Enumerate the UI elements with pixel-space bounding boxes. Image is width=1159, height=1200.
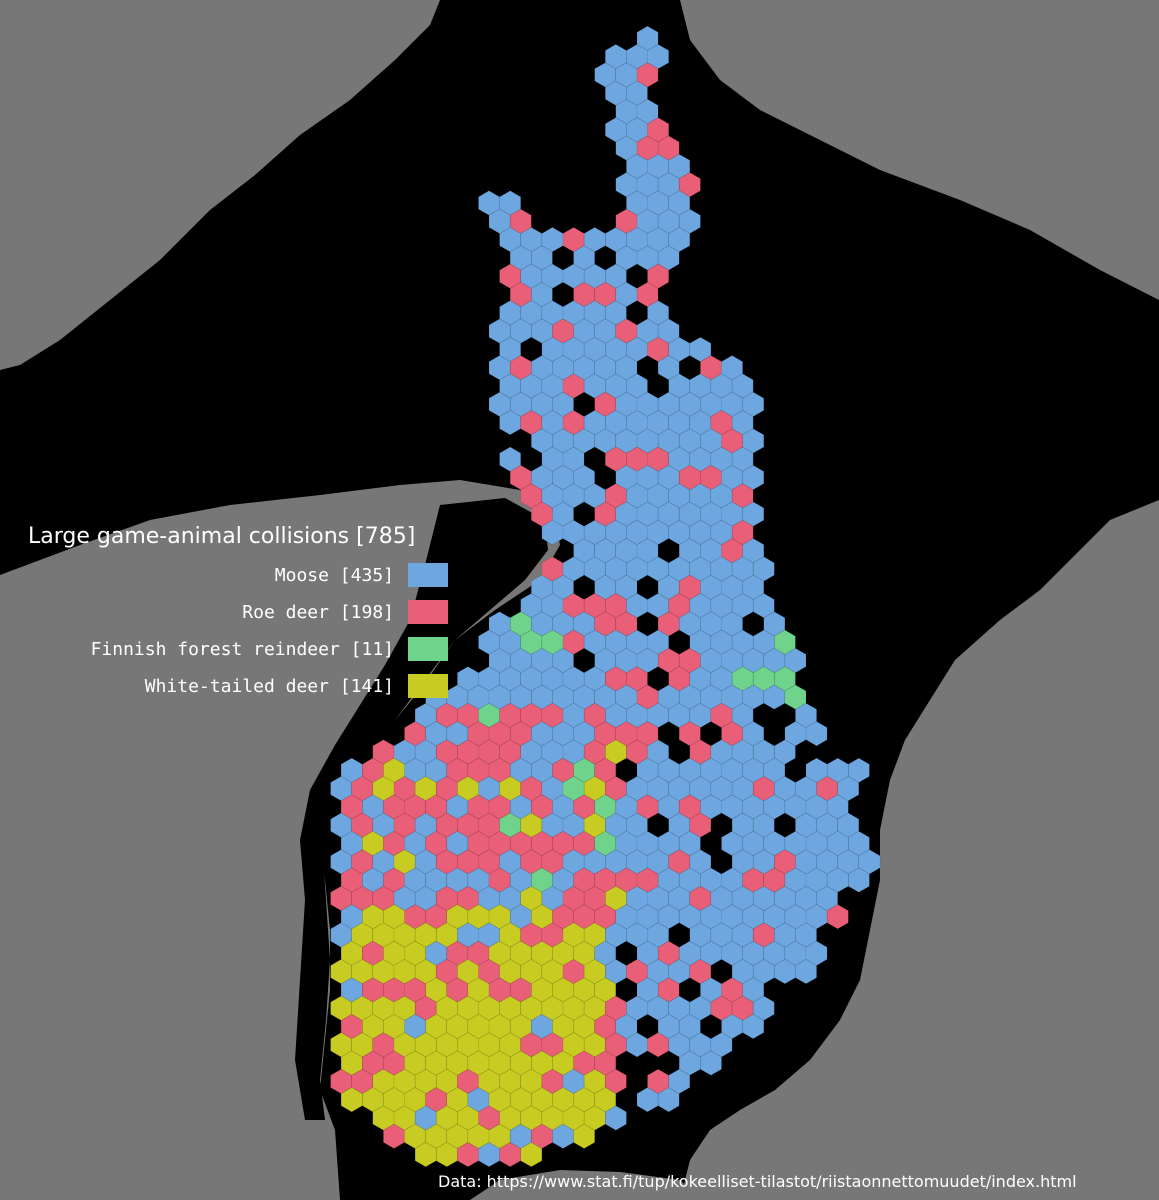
data-source: Data: https://www.stat.fi/tup/kokeellise… <box>438 1172 1077 1191</box>
legend-label: Roe deer [198] <box>242 601 394 623</box>
legend-swatch-moose <box>408 563 448 587</box>
legend-label: White-tailed deer [141] <box>144 675 394 697</box>
legend-item-roe-deer: Roe deer [198] <box>242 599 448 625</box>
hex-cell <box>605 1105 627 1131</box>
hex-cell <box>700 1050 722 1076</box>
hex-cell <box>805 721 828 747</box>
land-russia-east <box>680 500 1159 1200</box>
hex-cell <box>657 1087 680 1113</box>
land-estonia <box>470 1170 700 1200</box>
legend-item-moose: Moose [435] <box>275 562 448 588</box>
hex-cell <box>573 1123 595 1149</box>
legend-item-white-tailed-deer: White-tailed deer [141] <box>145 673 448 699</box>
land-kola <box>680 0 1159 300</box>
hex-cell <box>826 904 849 930</box>
legend-title: Large game-animal collisions [785] <box>28 524 416 549</box>
hex-grid <box>330 25 881 1168</box>
land-scandinavia <box>0 0 440 370</box>
legend-label: Finnish forest reindeer [11] <box>90 638 394 660</box>
hex-cell <box>520 1142 543 1168</box>
legend-swatch-white-tailed-deer <box>408 674 448 698</box>
hex-cell <box>742 1013 765 1040</box>
legend-swatch-reindeer <box>408 637 448 661</box>
hex-cell <box>795 959 817 985</box>
legend-item-reindeer: Finnish forest reindeer [11] <box>91 636 448 662</box>
hex-cell <box>848 867 870 893</box>
legend-swatch-roe-deer <box>408 600 448 624</box>
legend-label: Moose [435] <box>274 564 394 586</box>
